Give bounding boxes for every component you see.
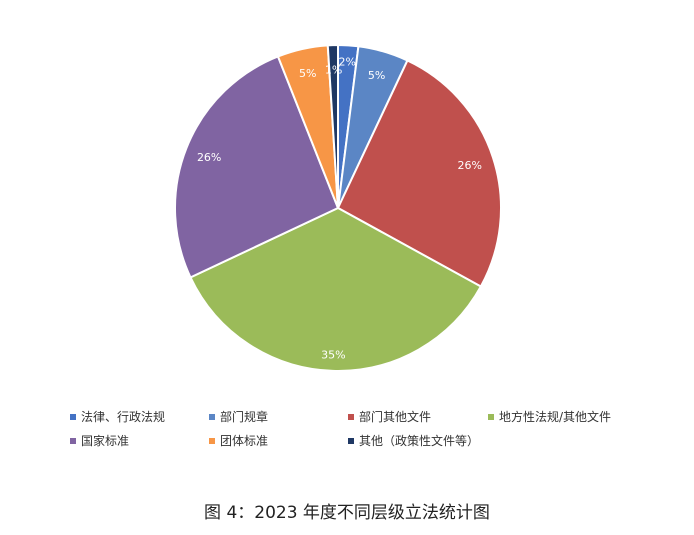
legend-label: 部门其他文件: [359, 410, 432, 424]
pie-label-national-std: 26%: [197, 151, 221, 164]
pie-slices: [174, 43, 502, 372]
pie-data-labels: 2% 5% 26% 35% 26% 5% 1%: [197, 56, 482, 362]
pie-label-dept-other: 26%: [458, 159, 482, 172]
pie-label-dept-rules: 5%: [368, 69, 385, 82]
pie-label-local: 35%: [321, 349, 345, 362]
pie-label-group-std: 5%: [299, 67, 316, 80]
legend-swatch: [209, 413, 215, 420]
legend-item-group-std: 团体标准: [209, 432, 348, 449]
pie-chart: 2% 5% 26% 35% 26% 5% 1%: [174, 43, 502, 372]
legend-label: 国家标准: [81, 434, 130, 448]
legend-item-other: 其他（政策性文件等）: [348, 432, 488, 449]
legend-item-dept-other: 部门其他文件: [348, 408, 488, 425]
legend-swatch: [70, 437, 76, 444]
legend-item-law: 法律、行政法规: [70, 408, 209, 425]
legend-item-dept-rules: 部门规章: [209, 408, 348, 425]
legend-label: 团体标准: [220, 434, 269, 448]
legend-label: 部门规章: [220, 410, 269, 424]
chart-legend: 法律、行政法规 部门规章 部门其他文件 地方性法规/其他文件 国家标准 团体标准…: [70, 408, 670, 449]
legend-swatch: [488, 413, 494, 420]
pie-slice-local: [189, 206, 483, 372]
pie-slice-other: [326, 43, 339, 209]
legend-label: 法律、行政法规: [81, 410, 166, 424]
legend-swatch: [348, 413, 354, 420]
legend-label: 其他（政策性文件等）: [359, 434, 480, 448]
pie-slice-national-std: [174, 55, 340, 279]
legend-label: 地方性法规/其他文件: [499, 410, 612, 424]
legend-item-national-std: 国家标准: [70, 432, 209, 449]
legend-swatch: [348, 437, 354, 444]
pie-label-law: 2%: [338, 56, 355, 69]
legend-item-local: 地方性法规/其他文件: [488, 408, 648, 425]
legend-swatch: [209, 437, 215, 444]
figure-caption: 图 4：2023 年度不同层级立法统计图: [204, 503, 490, 523]
legend-swatch: [70, 413, 76, 420]
pie-label-other: 1%: [325, 64, 342, 77]
